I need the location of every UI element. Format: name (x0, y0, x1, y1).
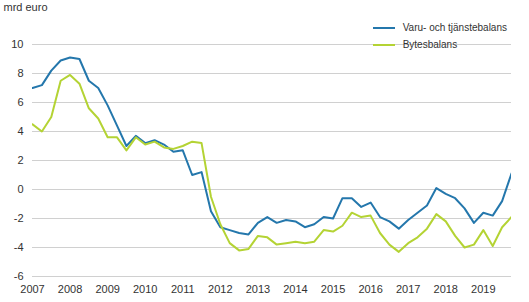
svg-text:-4: -4 (14, 241, 24, 253)
svg-text:2014: 2014 (283, 283, 307, 295)
svg-text:6: 6 (17, 96, 23, 108)
svg-text:2008: 2008 (58, 283, 82, 295)
svg-text:0: 0 (17, 183, 23, 195)
svg-text:mrd euro: mrd euro (4, 1, 48, 13)
svg-text:2007: 2007 (20, 283, 44, 295)
svg-text:8: 8 (17, 67, 23, 79)
svg-text:2011: 2011 (171, 283, 195, 295)
svg-text:2015: 2015 (321, 283, 345, 295)
svg-text:2017: 2017 (396, 283, 420, 295)
svg-text:2018: 2018 (434, 283, 458, 295)
svg-text:2: 2 (17, 154, 23, 166)
svg-text:2010: 2010 (133, 283, 157, 295)
svg-text:10: 10 (11, 38, 23, 50)
html-text:Bytesbalans: Bytesbalans (402, 39, 458, 50)
svg-text:4: 4 (17, 125, 23, 137)
svg-text:2016: 2016 (358, 283, 382, 295)
svg-text:2012: 2012 (208, 283, 232, 295)
svg-text:-2: -2 (14, 212, 24, 224)
svg-text:2019: 2019 (471, 283, 495, 295)
svg-text:2013: 2013 (246, 283, 270, 295)
svg-text:-6: -6 (14, 270, 24, 282)
svg-text:2009: 2009 (95, 283, 119, 295)
html-text:Varu- och tjänstebalans: Varu- och tjänstebalans (402, 22, 507, 33)
